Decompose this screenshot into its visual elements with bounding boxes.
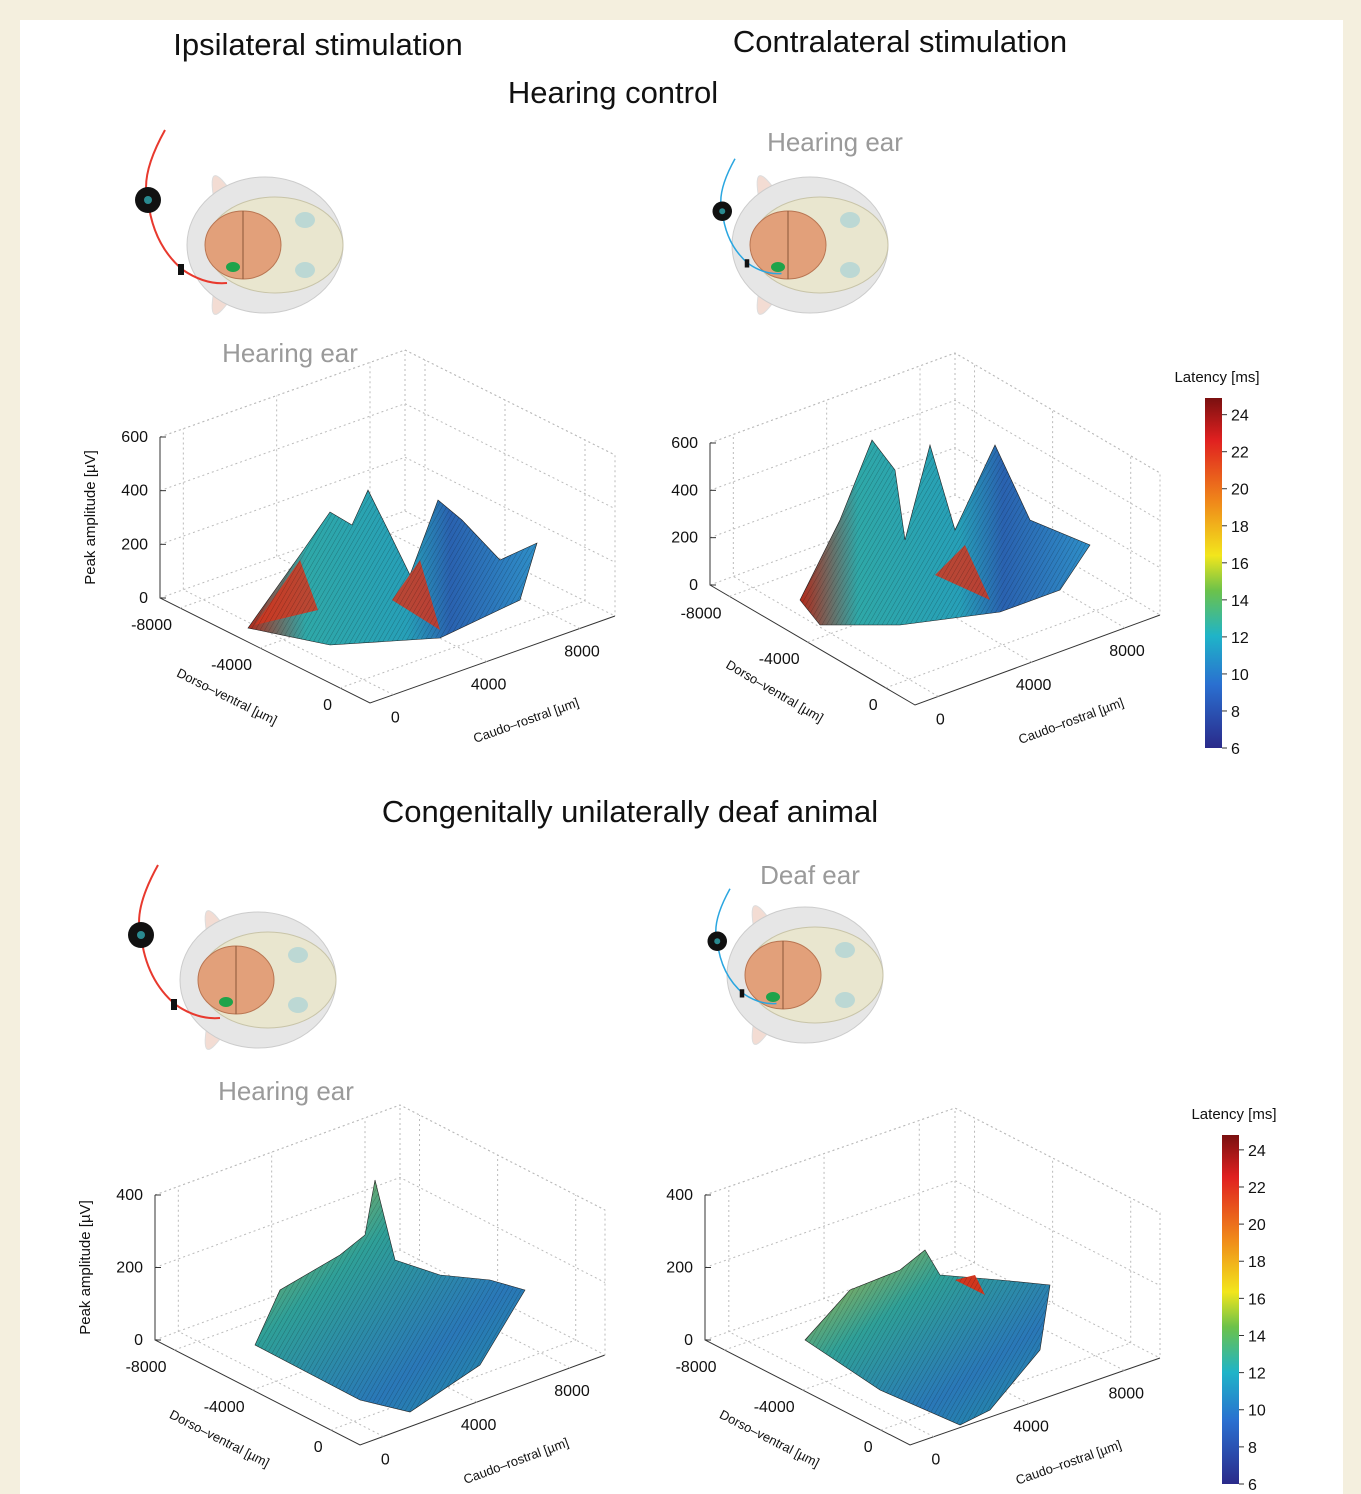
y-tick-label: -4000 xyxy=(211,657,252,674)
surfaces xyxy=(247,439,1091,1426)
x-tick-label: 4000 xyxy=(1016,677,1052,694)
grid-line xyxy=(330,1195,577,1431)
colorbar-tick-label: 8 xyxy=(1231,704,1240,721)
grid-line xyxy=(802,1158,1054,1391)
column-title: Contralateral stimulation xyxy=(733,24,1067,59)
box-wall xyxy=(159,349,616,616)
section-title: Hearing control xyxy=(508,75,718,110)
z-tick-label: 0 xyxy=(134,1332,143,1349)
colorbar-tick-label: 6 xyxy=(1231,741,1240,758)
z-tick-label: 0 xyxy=(139,590,148,607)
grid-line xyxy=(174,1115,421,1351)
grid-line xyxy=(709,352,1161,474)
grid-line xyxy=(159,349,616,456)
grid-line xyxy=(159,456,616,563)
colorbar-tick-label: 12 xyxy=(1231,630,1249,647)
x-tick-label: 0 xyxy=(936,711,945,728)
y-tick-label: -4000 xyxy=(754,1399,795,1416)
z-tick-label: 0 xyxy=(684,1332,693,1349)
grid-line xyxy=(709,494,1161,616)
colorbar xyxy=(1222,1135,1239,1484)
grid-line xyxy=(154,1176,606,1283)
colorbar-tick-label: 10 xyxy=(1231,667,1249,684)
z-axis-label: Peak amplitude [µV] xyxy=(82,450,99,585)
colorbar-tick-label: 10 xyxy=(1248,1403,1266,1420)
y-tick-label: -8000 xyxy=(681,605,722,622)
colorbar-tick-label: 24 xyxy=(1248,1143,1266,1160)
colorbar-tick-label: 20 xyxy=(1248,1217,1266,1234)
grid-line xyxy=(728,1186,935,1438)
y-tick-label: -8000 xyxy=(126,1359,167,1376)
grid-line xyxy=(154,1249,606,1356)
y-tick-label: -4000 xyxy=(759,651,800,668)
colorbar-tick-label: 24 xyxy=(1231,408,1249,425)
z-tick-label: 600 xyxy=(671,435,698,452)
grid-line xyxy=(724,1118,976,1351)
colorbar-title: Latency [ms] xyxy=(1191,1106,1276,1123)
x-tick-label: 0 xyxy=(931,1452,940,1469)
colorbar-tick-label: 8 xyxy=(1248,1440,1257,1457)
grid-line xyxy=(177,1186,384,1437)
grid-line xyxy=(339,440,586,689)
ear-label: Hearing ear xyxy=(222,338,358,368)
grid-line xyxy=(709,447,1161,569)
colorbar xyxy=(1205,398,1222,748)
colorbar-tick-label: 18 xyxy=(1231,519,1249,536)
ear-label: Deaf ear xyxy=(760,860,860,890)
colorbar-tick-label: 6 xyxy=(1248,1477,1257,1494)
z-tick-label: 400 xyxy=(116,1187,143,1204)
z-tick-label: 200 xyxy=(666,1260,693,1277)
grid-line xyxy=(880,1198,1132,1431)
axis-line xyxy=(709,443,1161,706)
x-tick-label: 8000 xyxy=(1109,643,1145,660)
colorbar-tick-label: 14 xyxy=(1231,593,1249,610)
grid-line xyxy=(709,399,1161,521)
x-tick-label: 8000 xyxy=(554,1383,590,1400)
colorbar-title: Latency [ms] xyxy=(1174,369,1259,386)
grid-line xyxy=(885,455,1132,689)
y-tick-label: 0 xyxy=(323,697,332,714)
colorbar-tick-label: 22 xyxy=(1231,445,1249,462)
z-tick-label: 400 xyxy=(671,482,698,499)
colorbar-tick-label: 18 xyxy=(1248,1254,1266,1271)
ear-label: Hearing ear xyxy=(767,127,903,157)
y-tick-label: 0 xyxy=(869,697,878,714)
grid-line xyxy=(179,360,426,609)
colorbar-tick-label: 16 xyxy=(1231,556,1249,573)
y-tick-label: -8000 xyxy=(131,617,172,634)
axis-line xyxy=(159,437,616,704)
y-tick-label: -4000 xyxy=(204,1399,245,1416)
grid-line xyxy=(154,1104,606,1211)
colorbar-tick-label: 22 xyxy=(1248,1180,1266,1197)
z-tick-label: 200 xyxy=(121,536,148,553)
x-tick-label: 4000 xyxy=(461,1417,497,1434)
z-axis-label: Peak amplitude [µV] xyxy=(77,1200,94,1335)
section-title: Congenitally unilaterally deaf animal xyxy=(382,794,878,829)
x-tick-label: 8000 xyxy=(564,643,600,660)
y-tick-label: -8000 xyxy=(676,1359,717,1376)
x-tick-label: 8000 xyxy=(1108,1385,1144,1402)
colorbar-tick-label: 16 xyxy=(1248,1291,1266,1308)
z-tick-label: 400 xyxy=(121,483,148,500)
y-tick-label: 0 xyxy=(864,1439,873,1456)
ear-label: Hearing ear xyxy=(218,1076,354,1106)
x-tick-label: 4000 xyxy=(1013,1419,1049,1436)
z-tick-label: 600 xyxy=(121,429,148,446)
x-tick-label: 0 xyxy=(391,710,400,727)
z-tick-label: 400 xyxy=(666,1187,693,1204)
x-tick-label: 0 xyxy=(381,1451,390,1468)
colorbar-tick-label: 14 xyxy=(1248,1328,1266,1345)
z-tick-label: 0 xyxy=(689,577,698,594)
y-tick-label: 0 xyxy=(314,1439,323,1456)
grid-line xyxy=(159,403,616,510)
column-title: Ipsilateral stimulation xyxy=(173,27,462,62)
colorbar-tick-label: 20 xyxy=(1231,482,1249,499)
grid-line xyxy=(159,510,616,617)
z-tick-label: 200 xyxy=(671,530,698,547)
colorbar-tick-label: 12 xyxy=(1248,1366,1266,1383)
z-tick-label: 200 xyxy=(116,1260,143,1277)
x-tick-label: 4000 xyxy=(471,677,507,694)
